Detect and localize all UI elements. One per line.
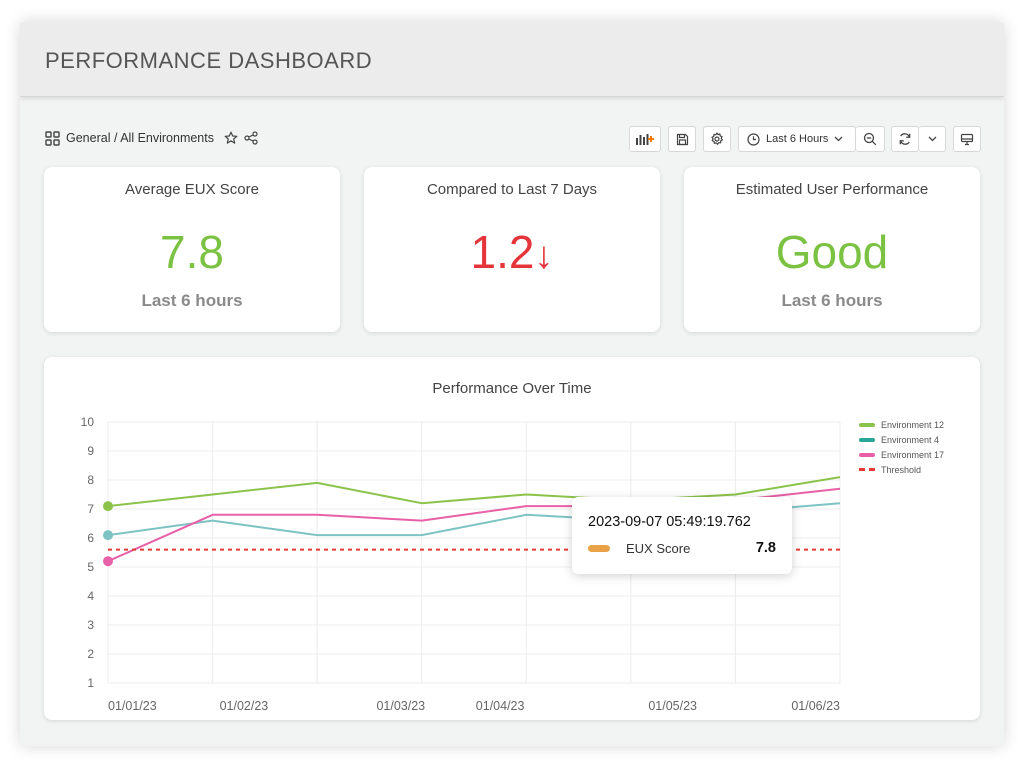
y-tick-label: 7 (87, 502, 94, 516)
chevron-down-icon (928, 136, 937, 142)
arrow-down-icon: ↓ (534, 235, 554, 277)
x-tick-label: 01/06/23 (791, 699, 840, 713)
series-point (103, 556, 113, 567)
card-value-number: 1.2 (470, 226, 535, 278)
series-point (103, 501, 113, 512)
chart-title: Performance Over Time (432, 380, 592, 397)
y-tick-label: 2 (87, 647, 94, 661)
y-tick-label: 5 (87, 560, 94, 574)
legend-swatch (859, 437, 875, 442)
card-subtitle: Last 6 hours (141, 291, 243, 310)
chevron-down-icon (834, 136, 843, 142)
card-title: Compared to Last 7 Days (426, 181, 598, 198)
save-button[interactable] (668, 126, 696, 152)
time-range-label: Last 6 Hours (766, 133, 829, 145)
display-icon (960, 133, 974, 146)
stat-card-eux-score: Average EUX Score 7.8 Last 6 hours (44, 167, 340, 332)
x-tick-label: 01/01/23 (108, 699, 157, 713)
series-line (107, 476, 841, 508)
x-tick-label: 01/05/23 (648, 699, 697, 713)
legend-label: Environment 17 (881, 449, 945, 460)
settings-button[interactable] (703, 126, 731, 152)
legend-swatch (859, 452, 875, 457)
grid-icon[interactable] (45, 130, 60, 146)
series-point (103, 530, 113, 541)
time-range-picker[interactable]: Last 6 Hours (738, 126, 856, 152)
stat-card-user-performance: Estimated User Performance Good Last 6 h… (684, 167, 980, 332)
y-tick-label: 1 (87, 676, 94, 690)
settings-icon (710, 132, 724, 146)
y-tick-label: 9 (87, 444, 94, 458)
card-value: Good (775, 226, 889, 278)
chart-tooltip: 2023-09-07 05:49:19.762 EUX Score 7.8 (572, 497, 792, 574)
x-tick-label: 01/02/23 (220, 699, 269, 713)
dashboard-window: PERFORMANCE DASHBOARD General / All Envi… (20, 22, 1004, 746)
tooltip-swatch (588, 545, 610, 552)
card-title: Average EUX Score (125, 181, 259, 198)
card-value: 1.2↓ (364, 225, 660, 279)
legend-item[interactable]: Environment 4 (859, 432, 944, 447)
y-tick-label: 3 (87, 618, 94, 632)
card-subtitle: Last 6 hours (781, 291, 883, 310)
refresh-button[interactable] (891, 126, 919, 152)
refresh-interval-dropdown[interactable] (919, 126, 946, 152)
tooltip-label: EUX Score (626, 541, 691, 556)
x-tick-label: 01/04/23 (476, 699, 525, 713)
legend-item[interactable]: Environment 12 (859, 417, 944, 432)
y-tick-label: 4 (87, 589, 94, 603)
legend-swatch (859, 422, 875, 427)
y-tick-label: 8 (87, 473, 94, 487)
tooltip-value: 7.8 (755, 540, 776, 556)
performance-chart-panel: Performance Over Time 1 2 3 4 5 6 7 8 9 10 01/01/2… (44, 357, 980, 720)
tv-mode-button[interactable] (953, 126, 981, 152)
y-tick-label: 10 (81, 415, 95, 429)
card-title: Estimated User Performance (735, 181, 929, 198)
add-panel-button[interactable] (629, 126, 661, 152)
breadcrumb-path[interactable]: General / All Environments (66, 131, 214, 145)
zoom-out-icon (863, 132, 877, 146)
zoom-out-button[interactable] (856, 126, 885, 152)
card-value: 7.8 (160, 226, 224, 278)
legend-label: Environment 4 (881, 434, 940, 445)
legend-item[interactable]: Environment 17 (859, 447, 944, 462)
save-icon (676, 133, 689, 146)
legend-label: Environment 12 (881, 419, 945, 430)
line-chart[interactable]: 1 2 3 4 5 6 7 8 9 10 01/01/23 01/02/23 01/03/23 01/04… (44, 357, 980, 720)
star-icon[interactable] (224, 131, 238, 145)
refresh-icon (898, 132, 912, 146)
page-title: PERFORMANCE DASHBOARD (45, 48, 373, 73)
legend-label: Threshold (881, 464, 922, 475)
chart-legend: Environment 12 Environment 4 Environment… (859, 417, 944, 477)
y-tick-label: 6 (87, 531, 94, 545)
x-tick-label: 01/03/23 (376, 699, 425, 713)
breadcrumb: General / All Environments (45, 129, 258, 147)
tooltip-timestamp: 2023-09-07 05:49:19.762 (588, 514, 751, 530)
header-bar: PERFORMANCE DASHBOARD (20, 22, 1004, 97)
legend-swatch (859, 468, 875, 471)
stat-card-compared: Compared to Last 7 Days 1.2↓ (364, 167, 660, 332)
share-icon[interactable] (244, 131, 258, 145)
legend-item[interactable]: Threshold (859, 462, 944, 477)
add-panel-icon (635, 132, 655, 146)
clock-icon (747, 132, 760, 146)
